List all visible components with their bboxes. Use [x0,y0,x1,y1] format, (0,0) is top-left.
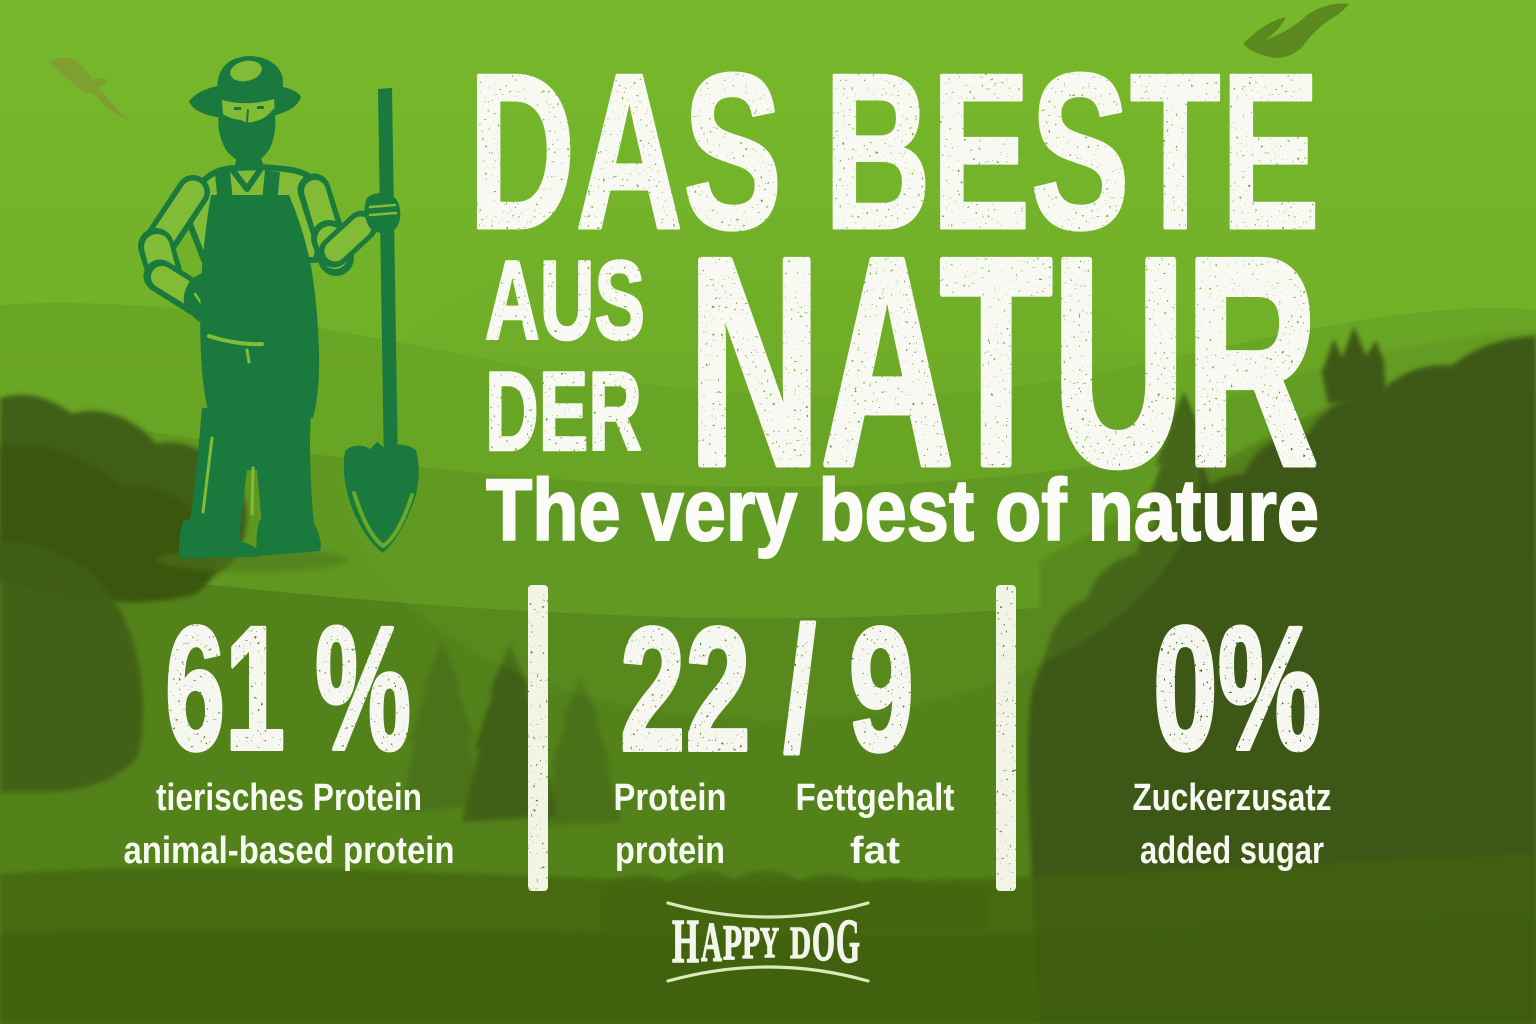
svg-text:H: H [672,908,699,976]
svg-text:G: G [836,908,860,976]
svg-text:The very best of nature: The very best of nature [486,462,1319,559]
svg-text:61 %: 61 % [165,591,411,787]
svg-text:added sugar: added sugar [1140,830,1324,872]
svg-text:O: O [812,911,835,972]
svg-text:AUS: AUS [485,238,645,363]
svg-text:D: D [790,917,811,968]
svg-text:tierisches Protein: tierisches Protein [156,777,422,819]
svg-text:animal-based protein: animal-based protein [124,830,455,872]
svg-text:Zuckerzusatz: Zuckerzusatz [1133,777,1332,819]
svg-text:protein: protein [615,830,725,872]
svg-text:0%: 0% [1153,591,1321,787]
svg-text:Y: Y [760,920,779,967]
svg-text:DAS BESTE: DAS BESTE [468,28,1320,276]
svg-text:Fettgehalt: Fettgehalt [796,777,955,819]
svg-text:DER: DER [485,349,642,474]
svg-text:Protein: Protein [614,777,727,819]
svg-text:22 / 9: 22 / 9 [620,592,914,788]
svg-text:P: P [723,914,742,970]
svg-text:A: A [701,912,722,974]
svg-text:NATUR: NATUR [688,196,1318,527]
svg-text:P: P [742,917,760,968]
svg-text:fat: fat [850,830,900,872]
